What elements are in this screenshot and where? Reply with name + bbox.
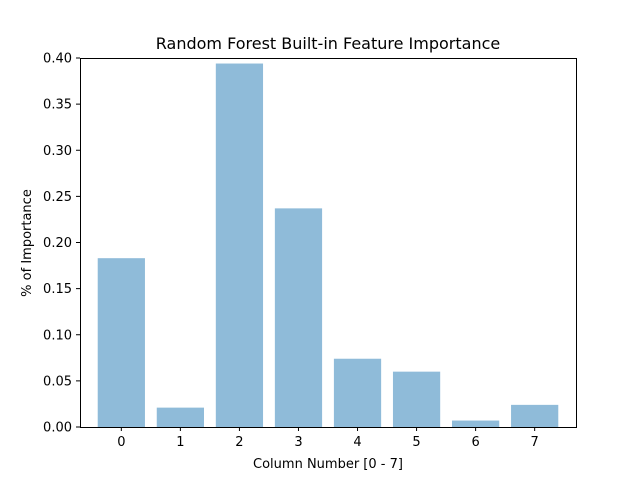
y-tick-label: 0.00 xyxy=(43,421,72,436)
x-tick-label: 4 xyxy=(353,435,361,450)
bars-group xyxy=(97,63,559,427)
bar-7 xyxy=(511,404,559,427)
x-tick-label: 0 xyxy=(117,435,125,450)
x-axis-label: Column Number [0 - 7] xyxy=(253,457,403,472)
bar-6 xyxy=(452,420,500,427)
x-tick-label: 2 xyxy=(235,435,243,450)
bar-1 xyxy=(156,407,204,427)
y-tick-label: 0.35 xyxy=(43,98,72,113)
y-tick-label: 0.20 xyxy=(43,236,72,251)
y-axis-label: % of Importance xyxy=(20,189,35,297)
x-tick-label: 1 xyxy=(176,435,184,450)
chart-title: Random Forest Built-in Feature Importanc… xyxy=(156,34,500,53)
y-axis: 0.00 0.05 0.10 0.15 0.20 0.25 0.30 0.35 0.40 xyxy=(43,52,80,436)
bar-3 xyxy=(274,208,323,427)
bar-2 xyxy=(215,63,264,427)
y-tick-label: 0.25 xyxy=(43,190,72,205)
bar-0 xyxy=(97,258,145,427)
y-tick-label: 0.40 xyxy=(43,52,72,67)
bar-5 xyxy=(392,371,441,427)
x-tick-label: 7 xyxy=(531,435,539,450)
x-tick-label: 6 xyxy=(471,435,479,450)
y-tick-label: 0.15 xyxy=(43,282,72,297)
y-tick-label: 0.05 xyxy=(43,374,72,389)
bar-4 xyxy=(333,358,382,427)
plot-area-frame xyxy=(80,58,577,428)
y-tick-label: 0.30 xyxy=(43,144,72,159)
y-tick-label: 0.10 xyxy=(43,328,72,343)
x-tick-label: 5 xyxy=(412,435,420,450)
x-tick-label: 3 xyxy=(294,435,302,450)
